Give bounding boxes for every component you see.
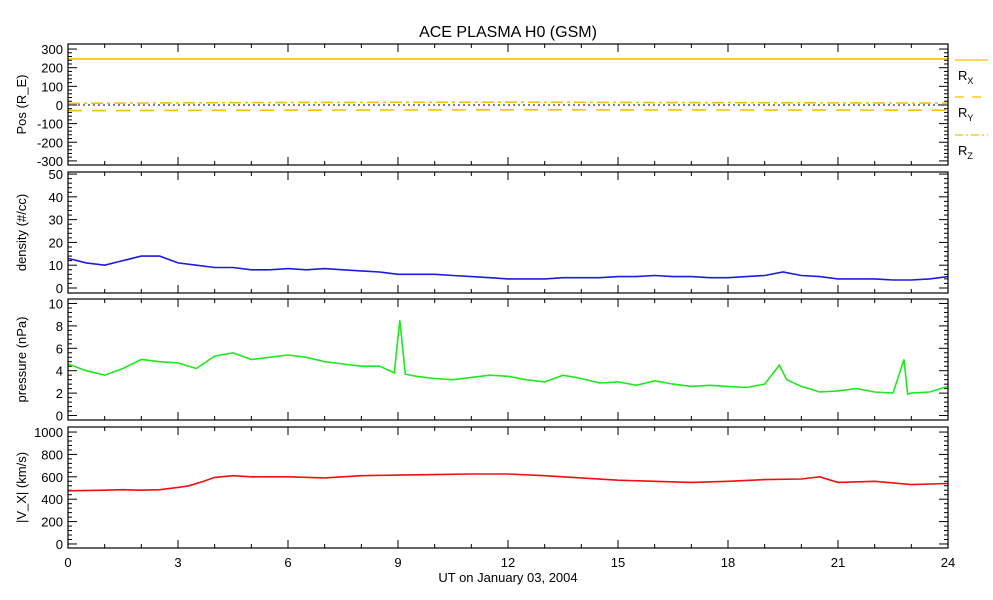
x-tick-label: 12 [501, 555, 515, 570]
y-tick-label: 8 [56, 319, 63, 334]
y-tick-label: -200 [37, 135, 63, 150]
y-tick-label: 6 [56, 341, 63, 356]
y-tick-label: -300 [37, 154, 63, 169]
x-tick-label: 3 [174, 555, 181, 570]
y-tick-label: 0 [56, 98, 63, 113]
plot-frame [67, 426, 949, 549]
series-pressure [67, 320, 949, 396]
y-axis-label: |V_X| (km/s) [14, 452, 29, 523]
y-tick-label: 1000 [34, 425, 63, 440]
series-density [67, 255, 949, 281]
series-ry [67, 109, 949, 112]
x-tick-label: 21 [831, 555, 845, 570]
series-rz [67, 101, 949, 105]
y-tick-label: -100 [37, 117, 63, 132]
y-tick-label: 2 [56, 386, 63, 401]
chart-title: ACE PLASMA H0 (GSM) [419, 24, 597, 41]
x-tick-label: 9 [394, 555, 401, 570]
plot-frame [67, 43, 949, 166]
y-axis-label: pressure (nPa) [14, 317, 29, 403]
x-tick-label: 24 [941, 555, 955, 570]
x-axis-label: UT on January 03, 2004 [438, 570, 577, 585]
y-tick-label: 10 [49, 296, 63, 311]
series-vx [67, 473, 949, 492]
y-tick-label: 20 [49, 235, 63, 250]
legend-label-2: RZ [958, 143, 973, 161]
legend-label-0: RX [958, 68, 973, 86]
panel-0: 300 200 100 0 -100 -200 -300 RX RY RZ Pos (R_E) [14, 42, 988, 169]
plot-frame [67, 171, 949, 294]
y-tick-label: 400 [41, 492, 63, 507]
y-tick-label: 40 [49, 190, 63, 205]
y-tick-label: 300 [41, 42, 63, 57]
x-tick-label: 18 [721, 555, 735, 570]
x-tick-label: 6 [284, 555, 291, 570]
panel-3: 1000 800 600 400 200 0 |V_X| (km/s) [14, 425, 949, 552]
y-tick-label: 4 [56, 364, 63, 379]
y-tick-label: 30 [49, 213, 63, 228]
y-axis-label: density (#/cc) [14, 194, 29, 271]
y-tick-label: 0 [56, 281, 63, 296]
y-tick-label: 0 [56, 409, 63, 424]
x-tick-label: 15 [611, 555, 625, 570]
y-tick-label: 800 [41, 447, 63, 462]
y-tick-label: 0 [56, 537, 63, 552]
y-tick-label: 50 [49, 167, 63, 182]
y-tick-label: 200 [41, 61, 63, 76]
panel-2: 10 8 6 4 2 0 pressure (nPa) [14, 296, 949, 424]
y-tick-label: 100 [41, 79, 63, 94]
legend-label-1: RY [958, 105, 973, 123]
y-tick-label: 10 [49, 258, 63, 273]
x-tick-label: 0 [64, 555, 71, 570]
panel-1: 50 40 30 20 10 0 density (#/cc) [14, 167, 949, 296]
y-tick-label: 600 [41, 470, 63, 485]
plot-frame [67, 298, 949, 421]
y-tick-label: 200 [41, 515, 63, 530]
y-axis-label: Pos (R_E) [14, 75, 29, 135]
